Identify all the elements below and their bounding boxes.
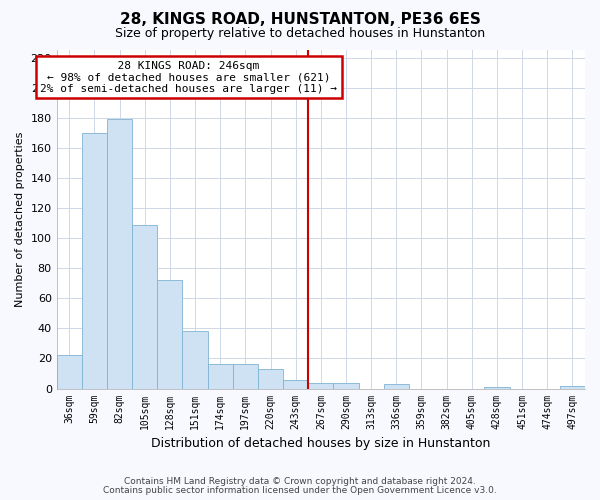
- Bar: [82, 133, 107, 388]
- Bar: [107, 119, 132, 388]
- Bar: [258, 369, 283, 388]
- Bar: [157, 280, 182, 388]
- Bar: [132, 224, 157, 388]
- Bar: [56, 356, 82, 388]
- Text: 28 KINGS ROAD: 246sqm  
← 98% of detached houses are smaller (621)
2% of semi-de: 28 KINGS ROAD: 246sqm ← 98% of detached …: [40, 60, 337, 94]
- Bar: [334, 382, 359, 388]
- Bar: [384, 384, 409, 388]
- Bar: [560, 386, 585, 388]
- Bar: [283, 380, 308, 388]
- Y-axis label: Number of detached properties: Number of detached properties: [15, 132, 25, 307]
- Text: 28, KINGS ROAD, HUNSTANTON, PE36 6ES: 28, KINGS ROAD, HUNSTANTON, PE36 6ES: [119, 12, 481, 28]
- Bar: [182, 332, 208, 388]
- X-axis label: Distribution of detached houses by size in Hunstanton: Distribution of detached houses by size …: [151, 437, 491, 450]
- Text: Contains public sector information licensed under the Open Government Licence v3: Contains public sector information licen…: [103, 486, 497, 495]
- Text: Contains HM Land Registry data © Crown copyright and database right 2024.: Contains HM Land Registry data © Crown c…: [124, 477, 476, 486]
- Bar: [208, 364, 233, 388]
- Text: Size of property relative to detached houses in Hunstanton: Size of property relative to detached ho…: [115, 28, 485, 40]
- Bar: [233, 364, 258, 388]
- Bar: [308, 382, 334, 388]
- Bar: [484, 387, 509, 388]
